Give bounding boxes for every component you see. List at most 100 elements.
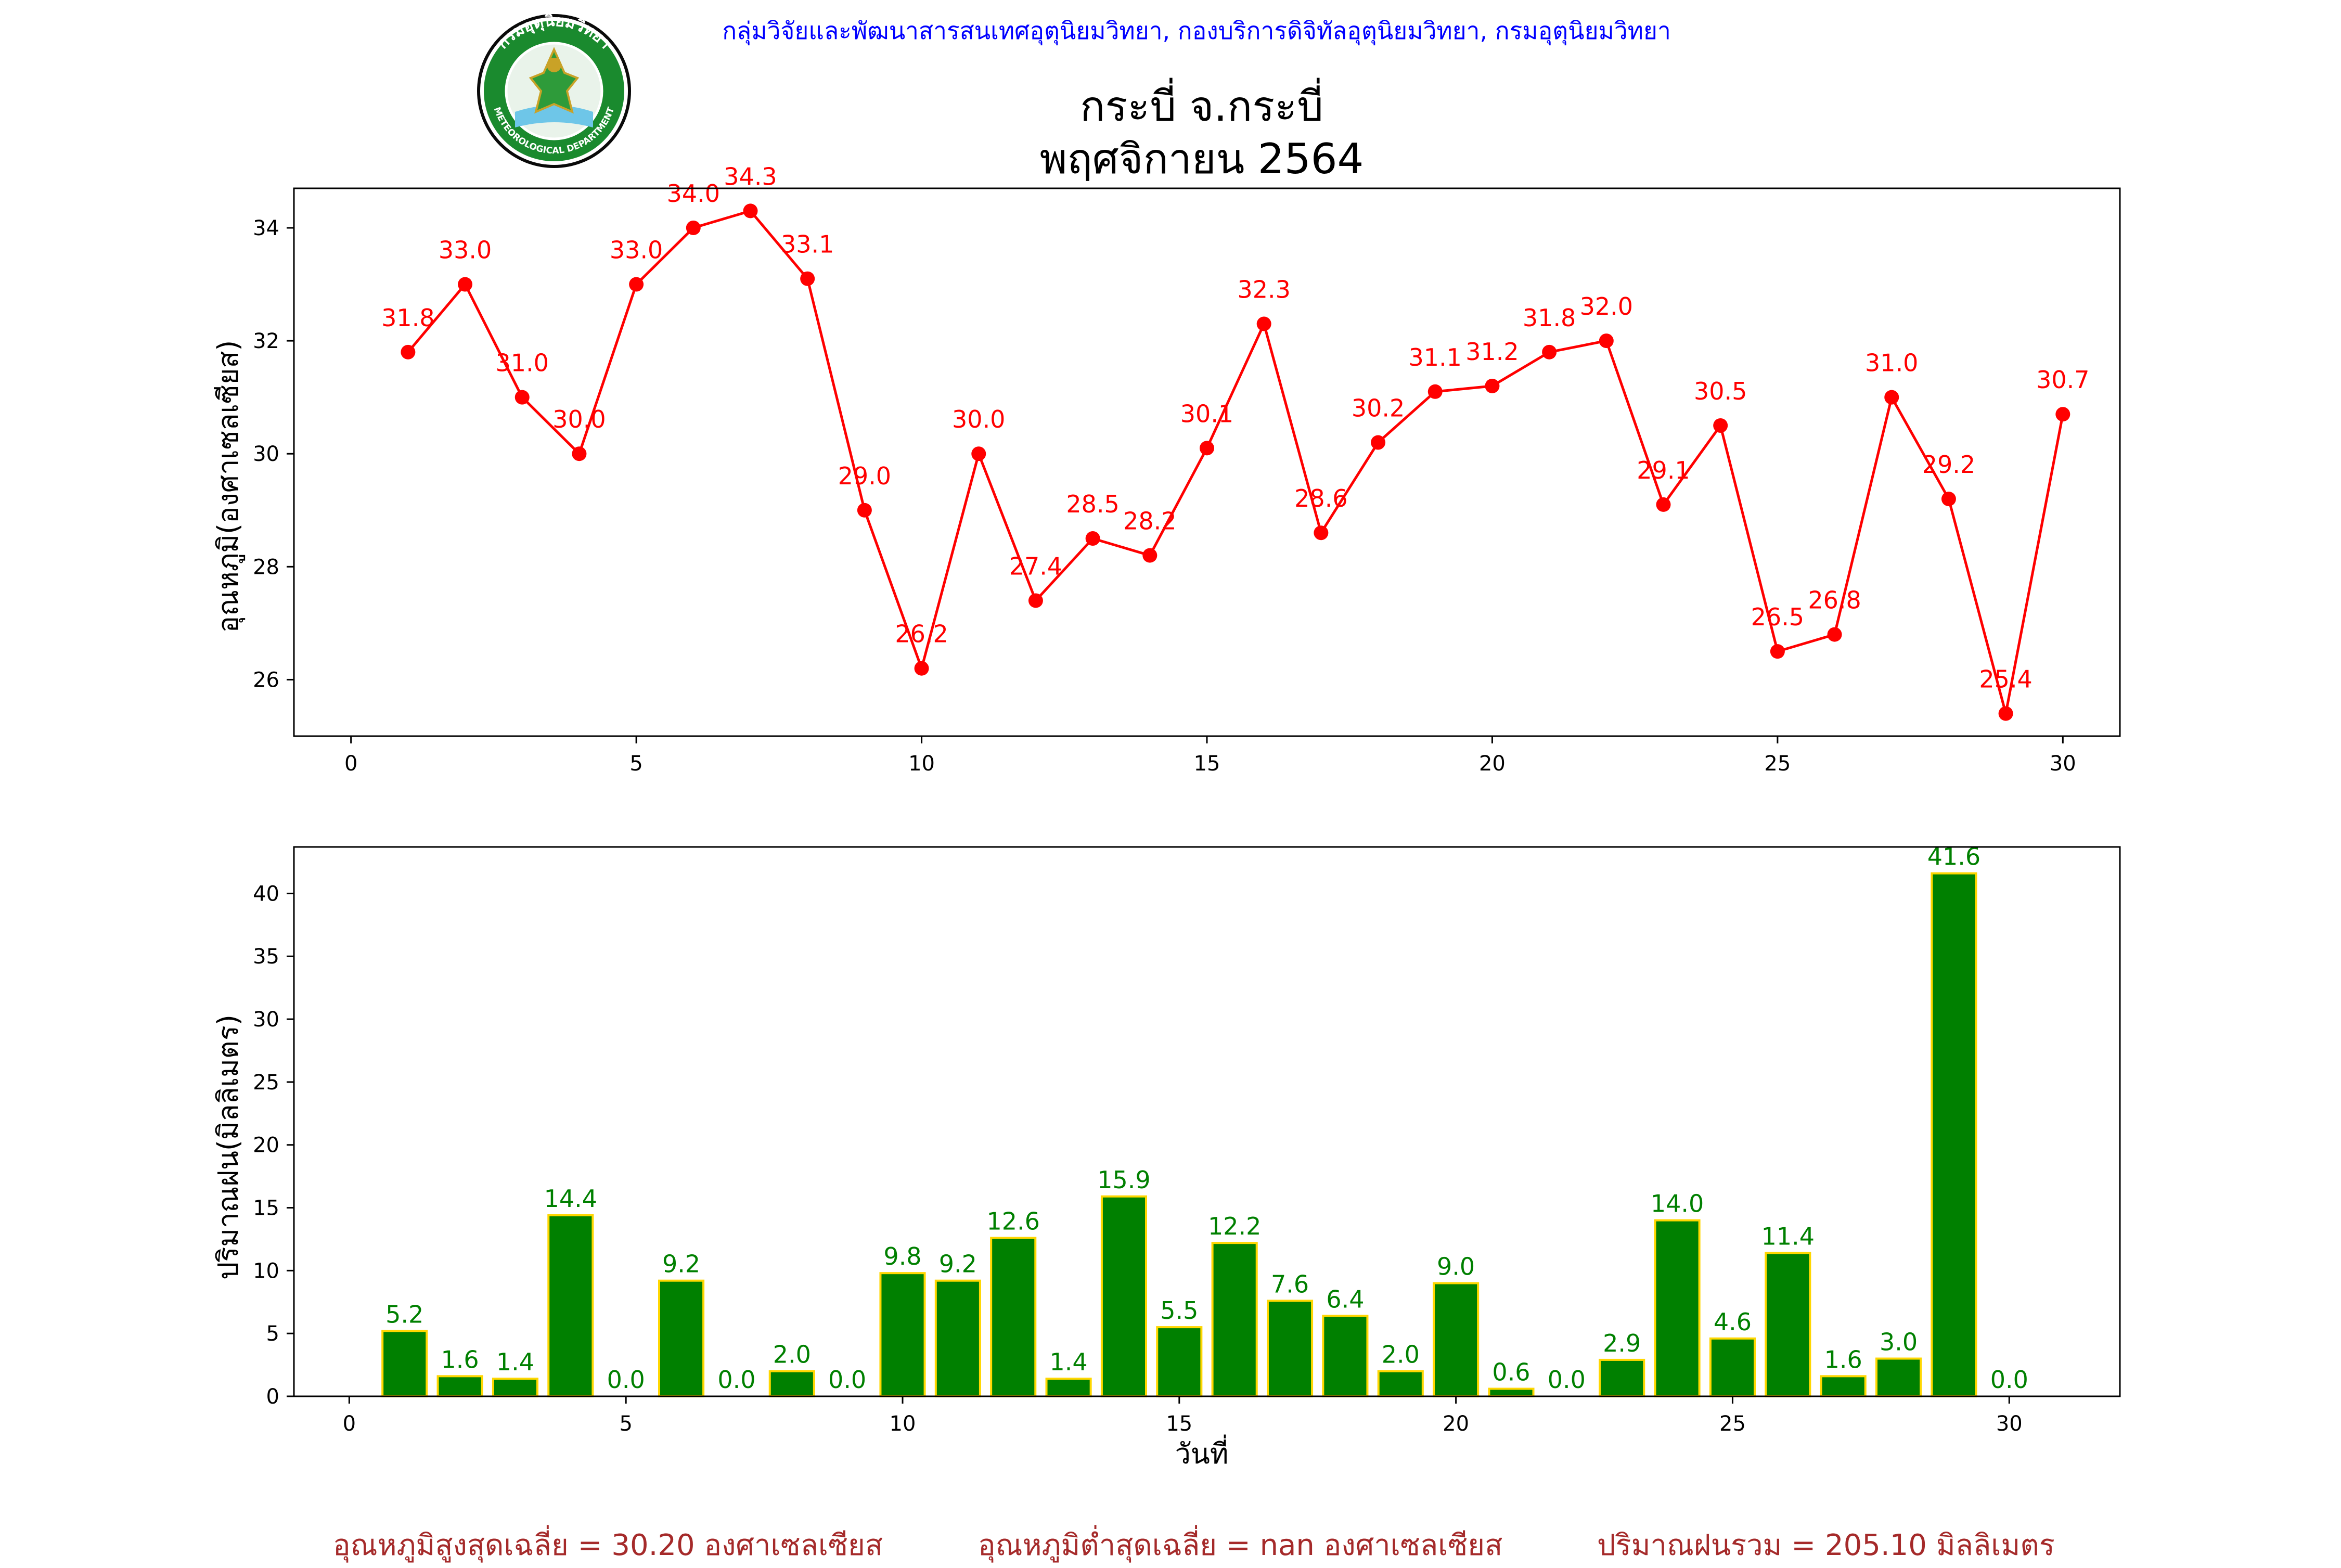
rainfall-bar <box>879 1272 926 1397</box>
rainfall-x-tick-label: 15 <box>1166 1412 1192 1436</box>
rainfall-bar <box>1654 1219 1701 1397</box>
rainfall-y-tick-label: 10 <box>253 1259 279 1283</box>
rainfall-x-tick-label: 5 <box>619 1412 632 1436</box>
temperature-data-label: 29.0 <box>838 462 891 490</box>
rainfall-data-label: 1.6 <box>1824 1345 1862 1373</box>
rainfall-data-label: 9.0 <box>1437 1253 1475 1281</box>
rainfall-data-label: 4.6 <box>1714 1308 1752 1336</box>
temperature-data-label: 30.1 <box>1180 400 1233 428</box>
total-rainfall: ปริมาณฝนรวม = 205.10 มิลลิเมตร <box>1597 1528 2055 1562</box>
average-max-temperature: อุณหภูมิสูงสุดเฉลี่ย = 30.20 องศาเซลเซีย… <box>333 1528 883 1562</box>
temperature-data-label: 26.8 <box>1808 586 1861 614</box>
temperature-data-label: 34.0 <box>667 179 720 208</box>
rainfall-bar <box>990 1237 1037 1397</box>
temperature-y-axis-label: อุณหภูมิ(องศาเซลเซียส) <box>212 340 246 633</box>
temperature-data-label: 33.0 <box>610 236 663 264</box>
temperature-point <box>1085 531 1100 546</box>
temperature-y-tick-label: 30 <box>253 442 279 466</box>
rainfall-bar <box>1322 1315 1369 1397</box>
temperature-data-label: 31.8 <box>1523 304 1576 332</box>
meteorological-department-logo: กรมอุตุนิยมวิทยา METEOROLOGICAL DEPARTME… <box>477 12 631 168</box>
rainfall-data-label: 2.9 <box>1603 1329 1641 1357</box>
temperature-point <box>743 203 758 219</box>
rainfall-bar <box>934 1279 981 1398</box>
rainfall-data-label: 1.4 <box>496 1348 534 1376</box>
temperature-data-label: 31.0 <box>1865 349 1918 377</box>
temperature-point <box>514 390 530 405</box>
temperature-data-label: 32.3 <box>1237 276 1290 304</box>
rainfall-y-tick-label: 15 <box>253 1197 279 1220</box>
rainfall-y-tick-label: 40 <box>253 882 279 906</box>
rainfall-bar <box>1820 1375 1867 1398</box>
temperature-data-label: 27.4 <box>1009 552 1062 580</box>
rainfall-bar <box>436 1375 483 1398</box>
rainfall-y-tick-label: 25 <box>253 1071 279 1095</box>
temperature-point <box>1599 333 1614 349</box>
temperature-point <box>1200 441 1214 456</box>
temperature-x-tick-label: 20 <box>1479 752 1506 776</box>
temperature-point <box>1770 644 1785 659</box>
temperature-plot-frame <box>293 187 2121 737</box>
rainfall-bar <box>658 1279 705 1398</box>
rainfall-bar <box>1156 1326 1203 1397</box>
rainfall-bar <box>1045 1378 1092 1398</box>
rainfall-data-label: 15.9 <box>1097 1166 1150 1194</box>
temperature-data-label: 30.0 <box>952 405 1005 433</box>
rainfall-data-label: 0.0 <box>1990 1366 2028 1394</box>
temperature-x-tick-label: 0 <box>344 752 357 776</box>
temperature-data-label: 28.5 <box>1066 490 1119 518</box>
temperature-point <box>458 277 473 292</box>
temperature-x-tick-label: 25 <box>1764 752 1791 776</box>
rainfall-plot-frame <box>293 846 2121 1397</box>
temperature-point <box>1827 627 1842 642</box>
temperature-point <box>1941 492 1956 507</box>
rainfall-data-label: 2.0 <box>1382 1341 1420 1369</box>
temperature-point <box>1884 390 1899 405</box>
temperature-point <box>800 271 815 286</box>
rainfall-data-label: 9.8 <box>883 1242 921 1270</box>
rainfall-bar <box>1267 1300 1314 1398</box>
temperature-data-label: 26.5 <box>1751 603 1804 631</box>
temperature-point <box>2055 407 2070 422</box>
temperature-data-label: 28.6 <box>1294 484 1347 512</box>
temperature-data-label: 30.2 <box>1352 394 1405 422</box>
rainfall-y-axis-label: ปริมาณฝน(มิลลิเมตร) <box>212 1014 245 1280</box>
temperature-data-label: 33.0 <box>439 236 492 264</box>
logo-water-icon <box>515 105 593 127</box>
temperature-point <box>1542 344 1557 359</box>
rainfall-x-tick-label: 10 <box>890 1412 916 1436</box>
chart-title-line2: พฤศจิกายน 2564 <box>1040 135 1364 183</box>
temperature-data-label: 30.7 <box>2036 366 2089 394</box>
temperature-point <box>1656 497 1671 512</box>
chart-title-line1: กระบี่ จ.กระบี่ <box>1080 78 1323 131</box>
temperature-data-label: 31.8 <box>381 304 434 332</box>
rainfall-data-label: 0.0 <box>1548 1366 1586 1394</box>
logo-deity-icon <box>529 47 580 114</box>
rainfall-bar <box>1488 1387 1535 1398</box>
rainfall-y-tick-label: 5 <box>266 1322 279 1346</box>
temperature-data-label: 29.2 <box>1922 451 1975 479</box>
rainfall-bar <box>1100 1195 1148 1397</box>
temperature-point <box>914 661 929 676</box>
temperature-point <box>971 446 986 461</box>
rainfall-bar <box>768 1370 815 1397</box>
temperature-point <box>1142 548 1157 563</box>
temperature-data-label: 30.5 <box>1694 377 1747 405</box>
rainfall-data-label: 14.0 <box>1651 1190 1704 1218</box>
rainfall-data-label: 7.6 <box>1271 1270 1309 1298</box>
temperature-data-label: 29.1 <box>1637 456 1690 484</box>
rainfall-data-label: 3.0 <box>1880 1328 1918 1356</box>
temperature-chart: 31.833.031.030.033.034.034.333.129.026.2… <box>212 162 2121 776</box>
temperature-point <box>629 277 644 292</box>
temperature-point <box>1998 706 2013 721</box>
rainfall-data-label: 12.2 <box>1208 1212 1261 1240</box>
temperature-data-label: 34.3 <box>724 162 777 190</box>
rainfall-bar <box>1211 1242 1258 1397</box>
rainfall-bar <box>547 1214 594 1397</box>
temperature-y-tick-label: 34 <box>253 216 279 240</box>
temperature-data-label: 31.2 <box>1465 338 1519 366</box>
temperature-point <box>1256 316 1271 331</box>
rainfall-data-label: 9.2 <box>662 1250 700 1278</box>
temperature-y-tick-label: 26 <box>253 668 279 692</box>
